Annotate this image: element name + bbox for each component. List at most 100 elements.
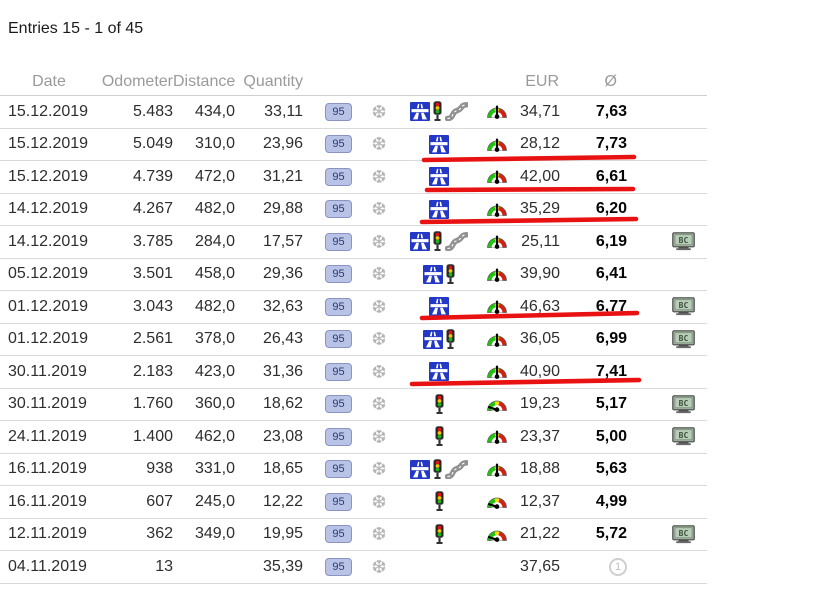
entry-quantity: 12,22 [262,492,303,510]
snowflake-icon: ❆ [371,329,387,350]
entry-quantity: 23,96 [262,135,303,153]
snowflake-icon: ❆ [371,101,387,122]
entry-avg-consumption: 7,63 [563,96,630,129]
entry-quantity: 35,39 [262,557,303,575]
fuel-entry-row[interactable]: 14.12.2019 4.267 482,0 29,88 95 ❆ 35,29 6,20 [0,193,707,226]
entry-road-types [395,356,483,389]
fuel-entry-row[interactable]: 01.12.2019 2.561 378,0 26,43 95 ❆ 36,05 6,99 [0,323,707,356]
entry-consumption-gauge [483,226,511,259]
entry-board-computer: BC [630,291,707,324]
fuel-entry-row[interactable]: 30.11.2019 2.183 423,0 31,36 95 ❆ 40,90 7,41 [0,356,707,389]
entry-distance: 472,0 [194,167,235,185]
curvy-road-icon [444,102,470,122]
traffic-light-icon [434,426,445,447]
column-header-date[interactable]: Date [32,72,66,90]
consumption-gauge-icon [486,298,508,315]
entry-avg-consumption: 6,61 [563,161,630,194]
entry-avg-consumption: 5,17 [563,388,630,421]
consumption-gauge-icon [486,461,508,478]
snowflake-icon: ❆ [371,264,387,285]
fuel-entry-row[interactable]: 16.11.2019 938 331,0 18,65 95 ❆ 18,88 5 [0,453,707,486]
entry-winter-tires: ❆ [363,388,395,421]
entry-consumption-gauge [483,388,511,421]
entry-odometer: 362 [146,525,173,543]
entry-date: 30.11.2019 [8,362,87,380]
snowflake-icon: ❆ [371,231,387,252]
entry-odometer: 3.785 [132,232,173,250]
fuel-entry-row[interactable]: 15.12.2019 4.739 472,0 31,21 95 ❆ 42,00 6,61 [0,161,707,194]
entry-avg-consumption: 5,72 [563,518,630,551]
fuel-entry-row[interactable]: 01.12.2019 3.043 482,0 32,63 95 ❆ 46,63 6,77 B… [0,291,707,324]
fuel-type-badge: 95 [325,395,352,414]
entry-distance: 434,0 [194,102,235,120]
fuel-entry-row[interactable]: 24.11.2019 1.400 462,0 23,08 95 ❆ 23,37 5,00 B… [0,421,707,454]
consumption-gauge-icon [486,103,508,120]
entry-avg-consumption: 7,73 [563,128,630,161]
snowflake-icon: ❆ [371,556,387,577]
entry-road-types [395,96,483,129]
entry-distance: 245,0 [194,492,235,510]
entry-date: 04.11.2019 [8,557,87,575]
entry-quantity: 32,63 [262,297,303,315]
fuel-entry-row[interactable]: 05.12.2019 3.501 458,0 29,36 95 ❆ 39,90 6,41 [0,258,707,291]
entry-quantity: 23,08 [262,427,303,445]
motorway-icon [422,329,443,349]
fuel-type-badge: 95 [325,492,352,511]
entry-distance: 482,0 [194,200,235,218]
fuel-entry-row[interactable]: 14.12.2019 3.785 284,0 17,57 95 ❆ 25,1 [0,226,707,259]
entry-cost-eur: 35,29 [519,200,560,218]
fuel-entry-row[interactable]: 16.11.2019 607 245,0 12,22 95 ❆ 12,37 4,99 [0,486,707,518]
entry-road-types [395,323,483,356]
entry-date: 30.11.2019 [8,395,87,413]
consumption-gauge-icon [486,331,508,348]
entry-fuel-type: 95 [303,421,363,454]
fuel-entry-row[interactable]: 15.12.2019 5.049 310,0 23,96 95 ❆ 28,12 7,73 [0,128,707,161]
entry-fuel-type: 95 [303,226,363,259]
entry-road-types [395,161,483,194]
motorway-icon [429,362,449,382]
column-header-eur[interactable]: EUR [525,72,559,90]
entry-consumption-gauge [483,258,511,291]
snowflake-icon: ❆ [371,134,387,155]
entry-consumption-gauge [483,518,511,551]
entry-odometer: 5.049 [132,135,173,153]
snowflake-icon: ❆ [371,459,387,480]
avg-value: 6,20 [595,200,627,218]
entry-avg-consumption: 5,63 [563,453,630,486]
entry-winter-tires: ❆ [363,258,395,291]
entry-distance: 360,0 [194,395,235,413]
entry-avg-consumption: 6,77 [563,291,630,324]
column-header-quantity[interactable]: Quantity [243,72,303,90]
entry-avg-consumption: 6,19 [563,226,630,259]
motorway-icon [429,199,449,219]
svg-text:BC: BC [678,301,688,310]
entry-board-computer: BC [630,518,707,551]
fuel-entry-row[interactable]: 12.11.2019 362 349,0 19,95 95 ❆ 21,22 5,72 BC [0,518,707,551]
entry-winter-tires: ❆ [363,421,395,454]
entry-board-computer [630,193,707,226]
entry-board-computer [630,453,707,486]
avg-value: 6,41 [595,265,627,283]
entry-winter-tires: ❆ [363,551,395,584]
snowflake-icon: ❆ [371,426,387,447]
fuel-entry-row[interactable]: 15.12.2019 5.483 434,0 33,11 95 ❆ 34,7 [0,96,707,129]
entry-date: 16.11.2019 [8,492,87,510]
column-header-avg[interactable]: Ø [604,72,617,90]
entry-avg-consumption: 6,20 [563,193,630,226]
entry-avg-consumption: 6,99 [563,323,630,356]
fuel-entry-row[interactable]: 30.11.2019 1.760 360,0 18,62 95 ❆ 19,23 5,17 B… [0,388,707,421]
traffic-light-icon [434,491,445,512]
column-header-odometer[interactable]: Odometer [101,72,173,90]
consumption-gauge-icon [486,526,508,543]
entry-date: 24.11.2019 [8,427,87,445]
entry-quantity: 17,57 [262,232,303,250]
traffic-light-icon [432,458,443,480]
entry-cost-eur: 18,88 [519,460,560,478]
fuel-entry-row[interactable]: 04.11.2019 13 35,39 95 ❆ 37,65 1 [0,551,707,584]
fuel-type-badge: 95 [325,135,352,154]
entry-date: 16.11.2019 [8,460,87,478]
table-header-row: Date Odometer Distance Quantity EUR Ø [0,68,707,96]
consumption-gauge-icon [486,266,508,283]
entry-distance: 423,0 [194,362,235,380]
column-header-distance[interactable]: Distance [173,72,236,90]
